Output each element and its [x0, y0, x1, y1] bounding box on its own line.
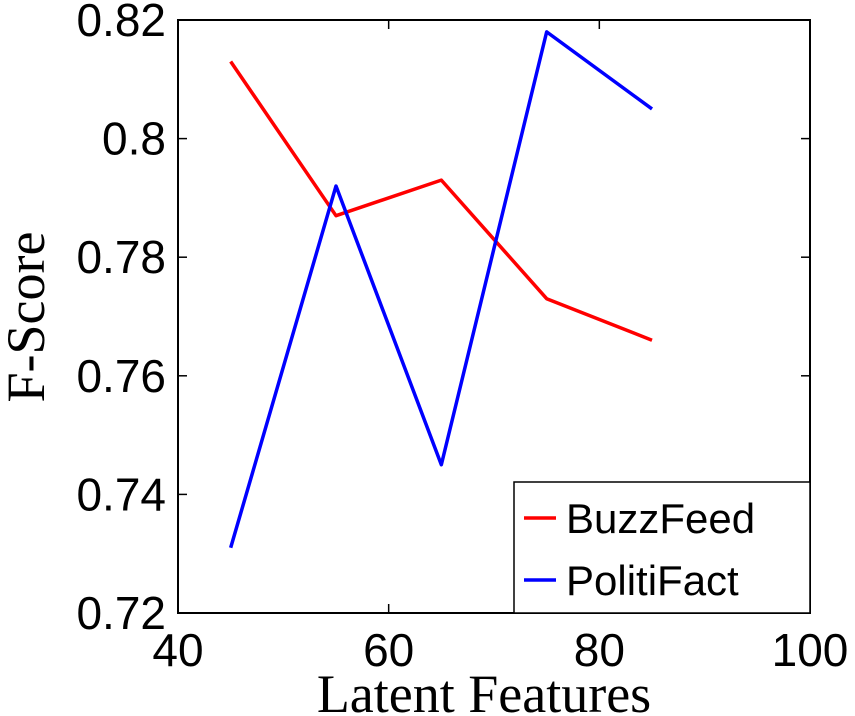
x-tick-label: 40: [152, 624, 203, 676]
y-tick-label: 0.74: [76, 468, 166, 520]
x-tick-label: 100: [772, 624, 849, 676]
y-axis: 0.72 0.74 0.76 0.78 0.8 0.82: [76, 0, 810, 639]
y-tick-label: 0.82: [76, 0, 166, 46]
y-tick-label: 0.78: [76, 231, 166, 283]
x-tick-label: 60: [363, 624, 414, 676]
series-line-buzzfeed: [229, 60, 653, 342]
legend-label-politifact: PolitiFact: [566, 557, 739, 604]
series-lines: [228, 30, 654, 549]
y-tick-label: 0.72: [76, 587, 166, 639]
legend-box: [513, 481, 811, 614]
x-tick-label: 80: [574, 624, 625, 676]
x-axis-label: Latent Features: [317, 664, 651, 716]
y-tick-label: 0.76: [76, 350, 166, 402]
series-line-politifact: [228, 30, 654, 549]
legend: BuzzFeed PolitiFact: [513, 481, 811, 614]
legend-label-buzzfeed: BuzzFeed: [566, 495, 755, 542]
y-tick-label: 0.8: [102, 113, 166, 165]
x-axis: 40 60 80 100: [152, 20, 848, 676]
y-axis-label: F-Score: [0, 232, 56, 403]
